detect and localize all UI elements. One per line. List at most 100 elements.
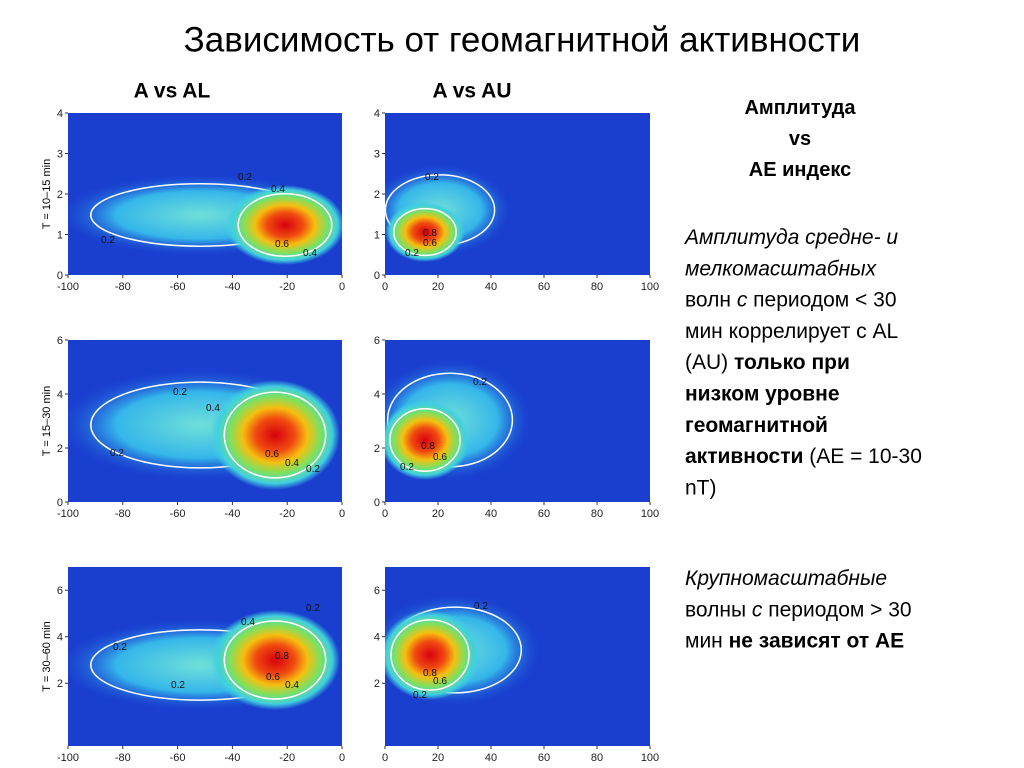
column-title: A vs AL [134, 80, 211, 103]
y-tick-label: 4 [57, 632, 63, 644]
y-tick-label: 2 [57, 443, 63, 455]
contour-label: 0.2 [306, 464, 320, 475]
x-tick-label: -100 [57, 281, 79, 293]
y-tick-label: 4 [374, 389, 380, 401]
y-tick-label: 6 [57, 585, 63, 597]
contour-line [393, 207, 457, 257]
x-tick-label: 80 [591, 508, 603, 520]
text-run: волны [685, 598, 752, 621]
text-run: волн [685, 289, 737, 312]
y-tick-label: 0 [57, 497, 63, 509]
paragraph-line: волн с периодом < 30 [685, 289, 897, 312]
contour-label: 0.4 [303, 248, 317, 259]
text-run: с [752, 598, 763, 621]
contour-label: 0.6 [275, 239, 289, 250]
contour-label: 0.2 [413, 690, 427, 701]
x-tick-label: -80 [115, 281, 131, 293]
x-tick-label: 0 [339, 752, 345, 764]
y-tick-label: 6 [374, 335, 380, 347]
contour-label: 0.6 [433, 676, 447, 687]
y-tick-label: 4 [374, 108, 380, 120]
y-tick-label: 2 [57, 189, 63, 201]
heat-blob [210, 610, 340, 710]
contour-line [223, 620, 327, 700]
heat-blob [210, 380, 340, 490]
text-run: мин коррелирует с AL [685, 320, 898, 343]
y-tick-label: 3 [57, 149, 63, 161]
x-tick-label: -100 [57, 752, 79, 764]
y-tick-label: 1 [374, 230, 380, 242]
side-heading: Амплитуда [744, 97, 856, 119]
paragraph-line: Крупномасштабные [685, 567, 887, 590]
x-tick-label: 0 [382, 752, 388, 764]
text-run: Крупномасштабные [685, 567, 887, 590]
x-tick-label: 60 [538, 508, 550, 520]
text-run: (AU) [685, 351, 734, 374]
text-run: низком уровне [685, 383, 840, 406]
x-tick-label: 20 [432, 752, 444, 764]
x-tick-label: -20 [279, 281, 295, 293]
x-tick-label: -60 [170, 752, 186, 764]
x-tick-label: 40 [485, 752, 497, 764]
x-tick-label: 100 [641, 752, 659, 764]
contour-label: 0.4 [241, 617, 255, 628]
heatmap [385, 595, 540, 705]
x-tick-label: -20 [279, 752, 295, 764]
slide-title: Зависимость от геомагнитной активности [184, 20, 861, 59]
text-run: Амплитуда средне- и [683, 226, 898, 249]
x-tick-label: -60 [170, 281, 186, 293]
x-tick-label: 80 [591, 281, 603, 293]
contour-label: 0.2 [306, 603, 320, 614]
x-tick-label: 20 [432, 508, 444, 520]
text-run: мелкомасштабных [685, 257, 878, 280]
x-tick-label: 40 [485, 508, 497, 520]
y-tick-label: 3 [374, 149, 380, 161]
x-tick-label: 100 [641, 508, 659, 520]
y-tick-label: 2 [374, 189, 380, 201]
y-tick-label: 0 [374, 270, 380, 282]
heat-blob [385, 202, 465, 262]
text-run: только при [734, 351, 850, 374]
contour-line [389, 408, 461, 472]
contour-label: 0.2 [425, 172, 439, 183]
contour-label: 0.2 [473, 377, 487, 388]
x-tick-label: -40 [224, 508, 240, 520]
x-tick-label: 0 [339, 508, 345, 520]
text-run: с [737, 289, 748, 312]
y-tick-label: 4 [57, 108, 63, 120]
y-tick-label: 6 [374, 585, 380, 597]
side-heading: AE индекс [749, 159, 851, 181]
contour-label: 0.8 [275, 651, 289, 662]
text-run: периодом < 30 [747, 289, 896, 312]
y-axis-label: T = 10–15 min [41, 159, 53, 229]
heatmap [385, 360, 530, 480]
x-tick-label: 0 [382, 508, 388, 520]
x-tick-label: 20 [432, 281, 444, 293]
y-axis-label: T = 30–60 min [41, 621, 53, 691]
text-run: (AE = 10-30 [803, 445, 921, 468]
contour-label: 0.6 [266, 672, 280, 683]
x-tick-label: -60 [170, 508, 186, 520]
y-tick-label: 4 [374, 632, 380, 644]
contour-label: 0.6 [423, 238, 437, 249]
paragraph-line: волны с периодом > 30 [685, 598, 912, 621]
y-tick-label: 2 [374, 678, 380, 690]
contour-label: 0.6 [433, 452, 447, 463]
text-run: не зависят от AE [729, 630, 905, 653]
heat-blob [385, 400, 470, 480]
x-tick-label: 60 [538, 281, 550, 293]
contour-label: 0.2 [400, 462, 414, 473]
x-tick-label: -20 [279, 508, 295, 520]
y-tick-label: 0 [374, 497, 380, 509]
x-tick-label: -80 [115, 752, 131, 764]
x-tick-label: 100 [641, 281, 659, 293]
contour-label: 0.2 [238, 172, 252, 183]
contour-label: 0.4 [285, 458, 299, 469]
contour-label: 0.4 [206, 403, 220, 414]
paragraph-line: мин коррелирует с AL [685, 320, 898, 343]
y-axis-label: T = 15–30 min [41, 386, 53, 456]
x-tick-label: -100 [57, 508, 79, 520]
contour-label: 0.2 [113, 642, 127, 653]
contour-line [223, 391, 327, 479]
